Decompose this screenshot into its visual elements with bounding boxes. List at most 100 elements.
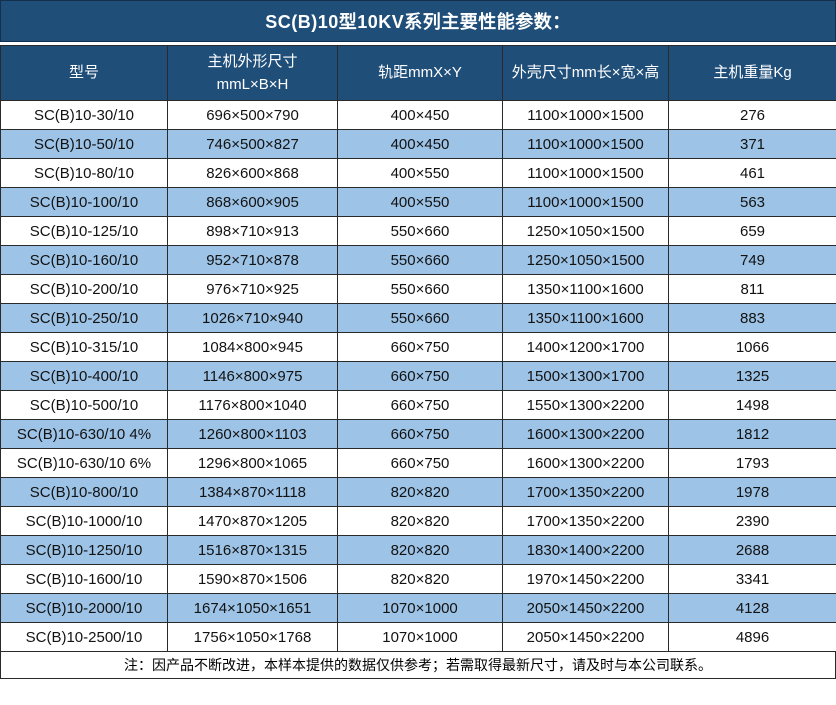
column-header-3: 外壳尺寸mm长×宽×高 [502, 45, 669, 101]
table-cell: 1026×710×940 [167, 303, 338, 333]
table-cell: 1384×870×1118 [167, 477, 338, 507]
table-cell: 660×750 [337, 419, 503, 449]
table-cell: 1250×1050×1500 [502, 216, 669, 246]
table-cell: 1100×1000×1500 [502, 187, 669, 217]
table-cell: 952×710×878 [167, 245, 338, 275]
table-cell: 4896 [668, 622, 836, 652]
table-cell: 1498 [668, 390, 836, 420]
table-cell: 820×820 [337, 506, 503, 536]
table-cell: 1970×1450×2200 [502, 564, 669, 594]
table-cell: SC(B)10-50/10 [0, 129, 168, 159]
title-header-gap [0, 42, 836, 45]
table-cell: 1260×800×1103 [167, 419, 338, 449]
table-row: SC(B)10-80/10 826×600×868 400×550 1100×1000… [0, 158, 836, 188]
table-row: SC(B)10-250/10 1026×710×940 550×660 1350×11… [0, 303, 836, 333]
table-row: SC(B)10-400/10 1146×800×975 660×750 1500×13… [0, 361, 836, 391]
table-cell: 1978 [668, 477, 836, 507]
table-cell: 1830×1400×2200 [502, 535, 669, 565]
table-cell: 883 [668, 303, 836, 333]
table-row: SC(B)10-30/10 696×500×790 400×450 1100×1000… [0, 100, 836, 130]
table-row: SC(B)10-1000/10 1470×870×1205 820×820 1700×… [0, 506, 836, 536]
table-cell: 1070×1000 [337, 593, 503, 623]
table-cell: 1350×1100×1600 [502, 274, 669, 304]
table-cell: SC(B)10-125/10 [0, 216, 168, 246]
table-row: SC(B)10-2000/10 1674×1050×1651 1070×1000 20… [0, 593, 836, 623]
table-cell: SC(B)10-100/10 [0, 187, 168, 217]
column-header-1: 主机外形尺寸 mmL×B×H [167, 45, 338, 101]
footnote: 注：因产品不断改进，本样本提供的数据仅供参考；若需取得最新尺寸，请及时与本公司联… [0, 652, 836, 679]
table-row: SC(B)10-125/10 898×710×913 550×660 1250×105… [0, 216, 836, 246]
table-cell: 749 [668, 245, 836, 275]
table-cell: 898×710×913 [167, 216, 338, 246]
table-cell: 1070×1000 [337, 622, 503, 652]
table-cell: 461 [668, 158, 836, 188]
table-cell: 400×550 [337, 187, 503, 217]
table-cell: SC(B)10-1000/10 [0, 506, 168, 536]
table-row: SC(B)10-630/10 4% 1260×800×1103 660×750 160… [0, 419, 836, 449]
table-row: SC(B)10-50/10 746×500×827 400×450 1100×1000… [0, 129, 836, 159]
table-cell: 1756×1050×1768 [167, 622, 338, 652]
table-cell: SC(B)10-160/10 [0, 245, 168, 275]
table-row: SC(B)10-315/10 1084×800×945 660×750 1400×12… [0, 332, 836, 362]
spec-table: 型号 主机外形尺寸 mmL×B×H 轨距mmX×Y 外壳尺寸mm长×宽×高 主机重量Kg… [0, 45, 836, 652]
table-cell: 1146×800×975 [167, 361, 338, 391]
table-cell: 1325 [668, 361, 836, 391]
table-cell: SC(B)10-500/10 [0, 390, 168, 420]
table-cell: 400×450 [337, 100, 503, 130]
table-cell: 1590×870×1506 [167, 564, 338, 594]
table-cell: 4128 [668, 593, 836, 623]
table-cell: 2050×1450×2200 [502, 622, 669, 652]
table-cell: 826×600×868 [167, 158, 338, 188]
table-cell: 1100×1000×1500 [502, 158, 669, 188]
table-row: SC(B)10-500/10 1176×800×1040 660×750 1550×1… [0, 390, 836, 420]
table-cell: 746×500×827 [167, 129, 338, 159]
table-cell: 660×750 [337, 361, 503, 391]
table-cell: SC(B)10-80/10 [0, 158, 168, 188]
table-body: SC(B)10-30/10 696×500×790 400×450 1100×1000… [0, 100, 836, 652]
table-row: SC(B)10-1250/10 1516×870×1315 820×820 1830×… [0, 535, 836, 565]
table-cell: SC(B)10-30/10 [0, 100, 168, 130]
table-cell: 550×660 [337, 274, 503, 304]
column-header-2: 轨距mmX×Y [337, 45, 503, 101]
table-cell: SC(B)10-2500/10 [0, 622, 168, 652]
table-cell: 811 [668, 274, 836, 304]
table-cell: SC(B)10-1250/10 [0, 535, 168, 565]
table-cell: 1812 [668, 419, 836, 449]
table-cell: 820×820 [337, 564, 503, 594]
table-cell: 1176×800×1040 [167, 390, 338, 420]
table-cell: 550×660 [337, 245, 503, 275]
table-cell: SC(B)10-315/10 [0, 332, 168, 362]
table-cell: 371 [668, 129, 836, 159]
table-cell: 659 [668, 216, 836, 246]
table-cell: SC(B)10-630/10 6% [0, 448, 168, 478]
table-cell: 1066 [668, 332, 836, 362]
table-cell: 1400×1200×1700 [502, 332, 669, 362]
table-cell: 1550×1300×2200 [502, 390, 669, 420]
table-cell: 1700×1350×2200 [502, 506, 669, 536]
table-cell: 1350×1100×1600 [502, 303, 669, 333]
table-cell: 2688 [668, 535, 836, 565]
table-cell: 820×820 [337, 535, 503, 565]
table-cell: SC(B)10-800/10 [0, 477, 168, 507]
column-header-0: 型号 [0, 45, 168, 101]
table-cell: SC(B)10-1600/10 [0, 564, 168, 594]
table-cell: 660×750 [337, 332, 503, 362]
table-row: SC(B)10-2500/10 1756×1050×1768 1070×1000 20… [0, 622, 836, 652]
table-cell: 1516×870×1315 [167, 535, 338, 565]
table-cell: 400×450 [337, 129, 503, 159]
table-cell: 1600×1300×2200 [502, 448, 669, 478]
table-cell: 1600×1300×2200 [502, 419, 669, 449]
table-cell: 660×750 [337, 448, 503, 478]
table-cell: 1470×870×1205 [167, 506, 338, 536]
table-cell: 550×660 [337, 303, 503, 333]
table-row: SC(B)10-200/10 976×710×925 550×660 1350×110… [0, 274, 836, 304]
table-cell: SC(B)10-400/10 [0, 361, 168, 391]
table-cell: 563 [668, 187, 836, 217]
table-cell: SC(B)10-630/10 4% [0, 419, 168, 449]
table-cell: 868×600×905 [167, 187, 338, 217]
table-cell: 400×550 [337, 158, 503, 188]
page-title: SC(B)10型10KV系列主要性能参数： [0, 0, 836, 42]
table-cell: 1500×1300×1700 [502, 361, 669, 391]
table-cell: 276 [668, 100, 836, 130]
table-row: SC(B)10-100/10 868×600×905 400×550 1100×100… [0, 187, 836, 217]
